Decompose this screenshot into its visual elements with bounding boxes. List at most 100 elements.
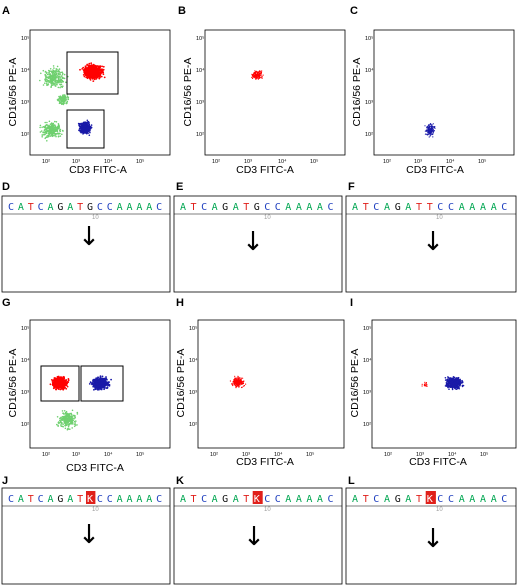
event-dot (258, 70, 260, 72)
event-dot (426, 126, 428, 128)
panel-g-flow: G CD3 FITC-A CD16/56 PE-A 10² 10³ 10⁴ 10… (2, 297, 171, 474)
base-call: G (395, 494, 401, 505)
mutation-arrow: ↓ (422, 227, 444, 257)
event-dot (238, 379, 240, 381)
event-dot (450, 383, 453, 385)
event-dot (108, 381, 110, 383)
y-tick: 10⁴ (196, 67, 205, 74)
event-dot (255, 74, 257, 76)
event-dot (459, 378, 462, 381)
event-dot (68, 416, 71, 418)
event-dot (243, 385, 245, 387)
event-dot (64, 99, 66, 101)
base-call: A (127, 494, 133, 505)
event-dot (104, 378, 107, 381)
event-dot (70, 414, 72, 416)
event-dot (57, 386, 60, 388)
event-dot (88, 134, 91, 136)
event-dot (62, 130, 64, 132)
event-dot (256, 75, 258, 77)
event-dot (253, 71, 255, 74)
event-dot (95, 78, 98, 80)
event-dot (68, 420, 71, 422)
event-dot (59, 73, 61, 76)
event-dot (92, 67, 94, 69)
base-call: A (480, 202, 486, 213)
event-dot (53, 70, 56, 72)
event-dot (260, 77, 262, 79)
base-call: A (405, 202, 411, 213)
event-dot (57, 135, 60, 137)
y-tick: 10³ (189, 390, 197, 396)
event-dot (461, 379, 463, 382)
event-dot (39, 124, 42, 127)
base-call: C (448, 494, 454, 505)
event-dot (52, 82, 54, 85)
panel-label-l: L (348, 475, 355, 487)
event-dot (89, 66, 92, 68)
event-dot (238, 377, 240, 379)
base-call: C (501, 202, 507, 213)
event-dot (90, 67, 93, 70)
event-dot (89, 381, 92, 384)
base-call: A (296, 202, 302, 213)
event-dot (44, 128, 46, 131)
event-dot (67, 417, 69, 420)
base-call: A (459, 202, 465, 213)
base-call: A (117, 202, 123, 213)
y-tick: 10³ (21, 100, 29, 106)
event-dot (258, 77, 260, 79)
base-call: A (384, 202, 390, 213)
event-dot (44, 71, 47, 73)
event-dot (456, 377, 458, 379)
base-call: T (28, 202, 34, 213)
event-dot (58, 75, 60, 78)
event-dot (452, 382, 455, 385)
event-dot (82, 127, 84, 130)
event-dot (98, 382, 100, 385)
y-tick: 10² (21, 132, 29, 138)
event-dot (252, 75, 254, 78)
event-dot (240, 379, 242, 381)
panel-label-i: I (350, 297, 353, 309)
scatter-points (39, 62, 106, 142)
event-dot (431, 124, 433, 126)
event-dot (74, 422, 76, 424)
y-tick: 10³ (363, 390, 371, 396)
event-dot (105, 387, 108, 389)
event-dot (93, 388, 95, 391)
base-call: T (28, 494, 34, 505)
event-dot (44, 131, 47, 133)
event-dot (103, 379, 105, 382)
event-dot (92, 63, 95, 66)
event-dot (92, 69, 94, 72)
event-dot (95, 66, 98, 69)
event-dot (51, 128, 53, 131)
event-dot (93, 67, 96, 70)
event-dot (97, 380, 99, 383)
event-dot (64, 96, 67, 98)
base-call: C (264, 494, 270, 505)
event-dot (61, 71, 63, 73)
event-dot (55, 135, 57, 138)
x-tick: 10⁵ (478, 158, 486, 165)
event-dot (49, 383, 52, 386)
event-dot (238, 383, 240, 386)
y-tick: 10² (365, 132, 373, 138)
event-dot (70, 416, 73, 419)
base-call: G (222, 494, 228, 505)
event-dot (67, 381, 69, 383)
event-dot (66, 420, 69, 422)
base-call: K (87, 494, 93, 505)
event-dot (450, 386, 453, 388)
event-dot (234, 375, 236, 377)
event-dot (52, 76, 55, 78)
event-dot (65, 99, 68, 101)
position-label: 10 (92, 215, 99, 221)
mutation-arrow: ↓ (78, 520, 100, 550)
event-dot (428, 127, 430, 129)
x-tick: 10³ (72, 159, 80, 165)
position-label: 10 (264, 507, 271, 513)
event-dot (430, 124, 432, 126)
